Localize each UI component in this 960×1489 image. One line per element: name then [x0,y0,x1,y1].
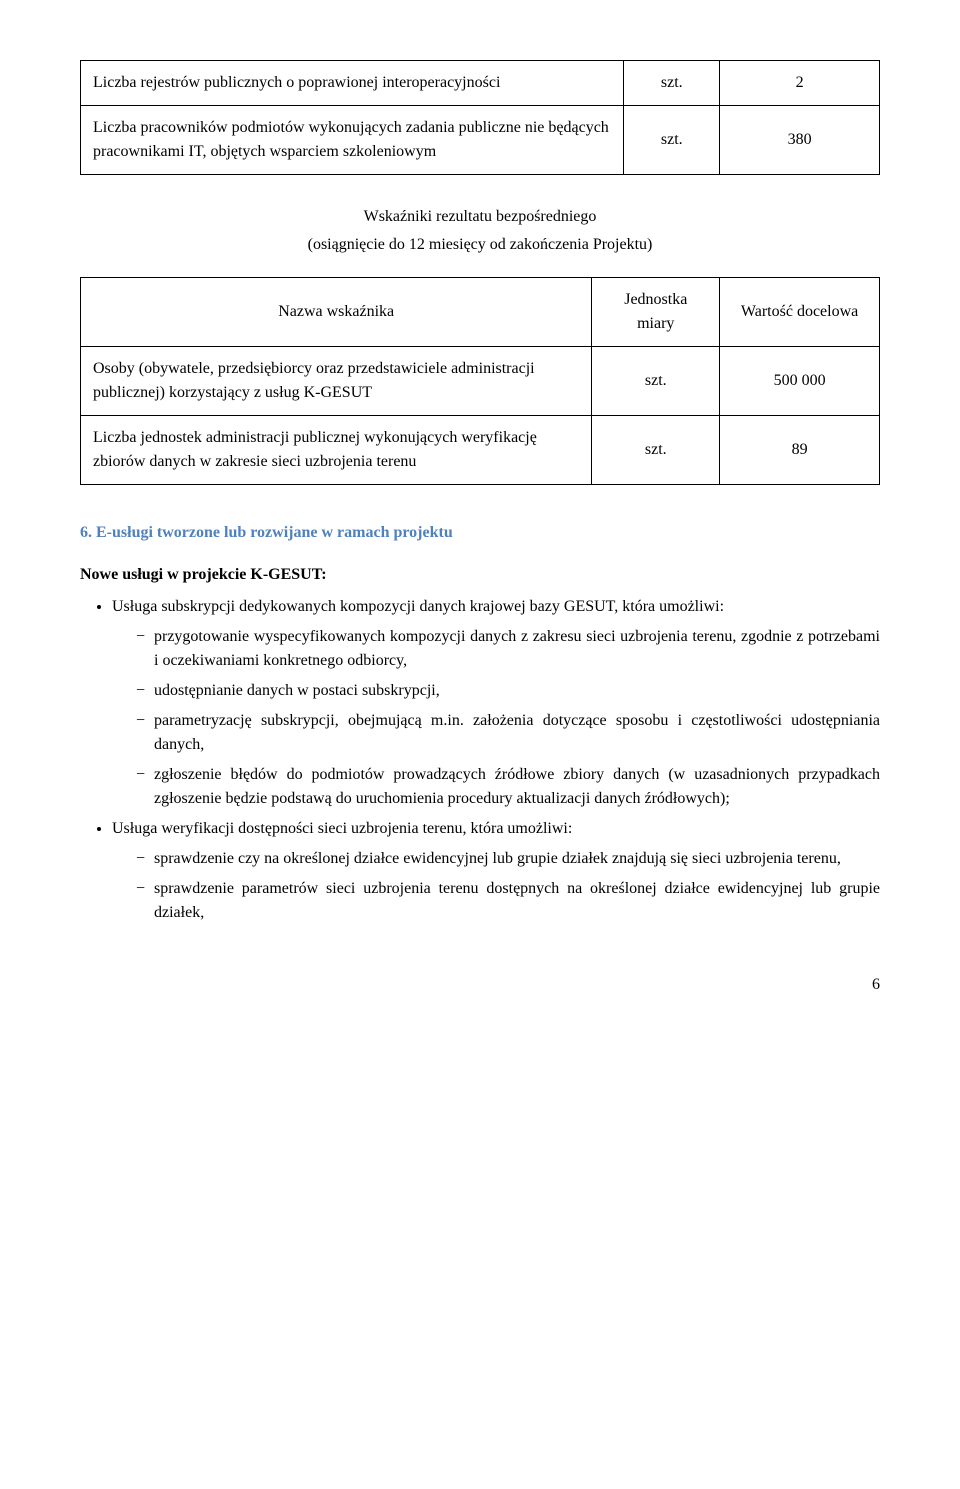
cell-unit: szt. [592,347,720,416]
cell-unit: szt. [592,416,720,485]
cell-unit: szt. [624,106,720,175]
sub-list: przygotowanie wyspecyfikowanych kompozyc… [112,625,880,811]
cell-value: 2 [720,61,880,106]
mid-title-2: (osiągnięcie do 12 miesięcy od zakończen… [80,233,880,257]
bullet-text: Usługa subskrypcji dedykowanych kompozyc… [112,598,724,615]
cell-value: 500 000 [720,347,880,416]
sub-list: sprawdzenie czy na określonej działce ew… [112,847,880,925]
mid-title-1: Wskaźniki rezultatu bezpośredniego [80,205,880,229]
page-number: 6 [80,973,880,997]
table-interop-training: Liczba rejestrów publicznych o poprawion… [80,60,880,175]
list-item: Usługa subskrypcji dedykowanych kompozyc… [112,595,880,811]
cell-label: Osoby (obywatele, przedsiębiorcy oraz pr… [81,347,592,416]
cell-label: Liczba pracowników podmiotów wykonującyc… [81,106,624,175]
header-value: Wartość docelowa [720,278,880,347]
cell-label: Liczba jednostek administracji publiczne… [81,416,592,485]
section-heading: 6. E-usługi tworzone lub rozwijane w ram… [80,521,880,545]
cell-unit: szt. [624,61,720,106]
cell-value: 380 [720,106,880,175]
list-item: Usługa weryfikacji dostępności sieci uzb… [112,817,880,925]
sub-item: zgłoszenie błędów do podmiotów prowadząc… [136,763,880,811]
header-name: Nazwa wskaźnika [81,278,592,347]
bullet-list: Usługa subskrypcji dedykowanych kompozyc… [80,595,880,925]
table-row: Liczba jednostek administracji publiczne… [81,416,880,485]
bullet-text: Usługa weryfikacji dostępności sieci uzb… [112,820,572,837]
intro-line: Nowe usługi w projekcie K-GESUT: [80,563,880,587]
header-unit: Jednostka miary [592,278,720,347]
sub-item: parametryzację subskrypcji, obejmującą m… [136,709,880,757]
table-row: Liczba rejestrów publicznych o poprawion… [81,61,880,106]
sub-item: sprawdzenie czy na określonej działce ew… [136,847,880,871]
cell-value: 89 [720,416,880,485]
sub-item: przygotowanie wyspecyfikowanych kompozyc… [136,625,880,673]
table-row: Osoby (obywatele, przedsiębiorcy oraz pr… [81,347,880,416]
table-row: Liczba pracowników podmiotów wykonującyc… [81,106,880,175]
table-header-row: Nazwa wskaźnika Jednostka miary Wartość … [81,278,880,347]
table-result-indicators: Nazwa wskaźnika Jednostka miary Wartość … [80,277,880,485]
sub-item: udostępnianie danych w postaci subskrypc… [136,679,880,703]
cell-label: Liczba rejestrów publicznych o poprawion… [81,61,624,106]
sub-item: sprawdzenie parametrów sieci uzbrojenia … [136,877,880,925]
